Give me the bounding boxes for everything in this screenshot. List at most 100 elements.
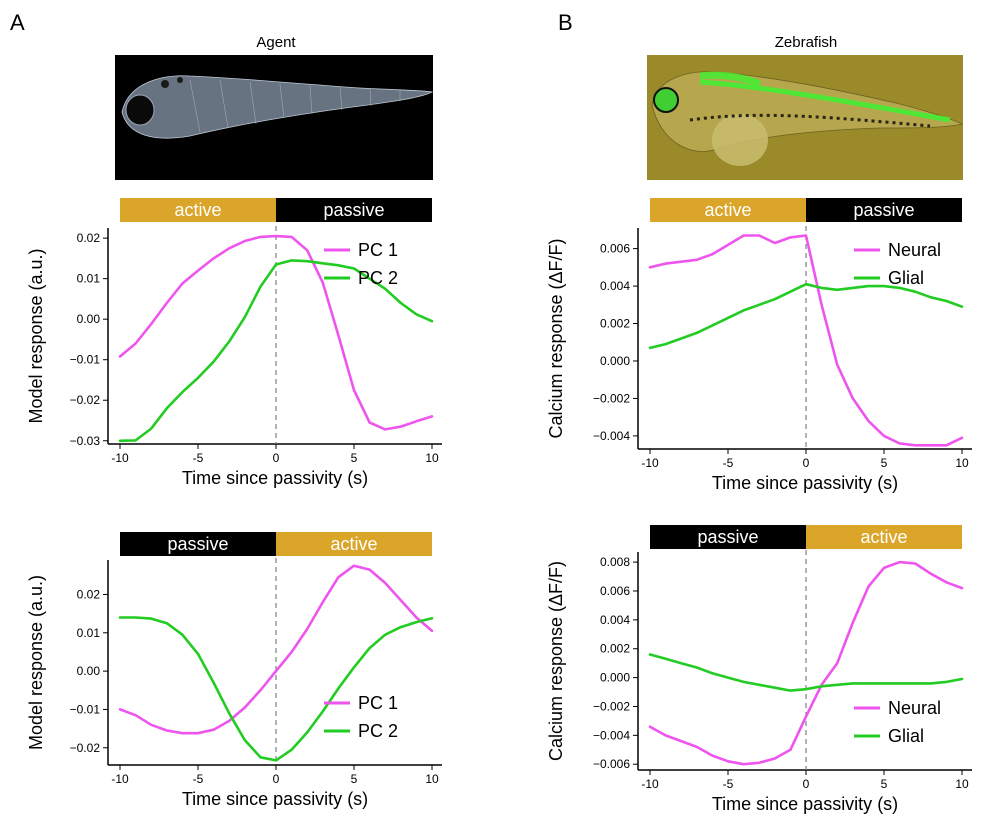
x-axis-label: Time since passivity (s) <box>182 468 368 488</box>
x-tick-label: 5 <box>351 451 358 465</box>
x-axis-label: Time since passivity (s) <box>712 794 898 814</box>
phase-label-active: active <box>174 200 221 220</box>
y-tick-label: 0.01 <box>77 626 101 640</box>
y-tick-label: 0.002 <box>600 317 630 331</box>
agent-larva-image <box>115 55 434 180</box>
x-tick-label: -10 <box>111 451 129 465</box>
legend-label: Glial <box>888 726 924 746</box>
x-tick-label: -5 <box>193 451 204 465</box>
phase-bar-passive <box>120 532 276 556</box>
agent-image-title: Agent <box>256 34 296 51</box>
x-tick-label: 5 <box>881 456 888 470</box>
y-tick-label: 0.008 <box>600 555 630 569</box>
legend-label: Neural <box>888 698 941 718</box>
legend-label: PC 2 <box>358 721 398 741</box>
phase-label-passive: passive <box>697 527 758 547</box>
y-tick-label: −0.02 <box>70 741 101 755</box>
y-tick-label: 0.004 <box>600 279 630 293</box>
y-tick-label: 0.004 <box>600 613 630 627</box>
phase-label-active: active <box>860 527 907 547</box>
y-tick-label: −0.02 <box>70 393 101 407</box>
x-tick-label: 10 <box>955 456 969 470</box>
x-tick-label: -5 <box>193 772 204 786</box>
panel-label-b: B <box>558 10 573 35</box>
agent-larva-pigment <box>161 80 169 88</box>
y-tick-label: 0.002 <box>600 642 630 656</box>
phase-label-active: active <box>330 534 377 554</box>
panel-label-a: A <box>10 10 25 35</box>
y-axis-label: Model response (a.u.) <box>26 248 46 423</box>
x-tick-label: -5 <box>723 777 734 791</box>
zebrafish-green-fluorescence <box>699 71 762 88</box>
x-tick-label: -10 <box>111 772 129 786</box>
phase-bar-active <box>120 198 276 222</box>
series-line-pc-1 <box>118 564 434 735</box>
y-tick-label: −0.004 <box>593 429 630 443</box>
legend-label: PC 2 <box>358 268 398 288</box>
zebrafish-green-fluorescence <box>699 79 951 123</box>
y-tick-label: 0.006 <box>600 584 630 598</box>
chart-agent-passive-to-active: passive active −0.02 −0.01 0.00 0.01 0.02 -10 -5… <box>26 532 442 809</box>
agent-larva-eye <box>125 94 155 126</box>
series-line-neural <box>648 560 964 766</box>
legend-label: PC 1 <box>358 240 398 260</box>
legend-label: Glial <box>888 268 924 288</box>
x-tick-label: 0 <box>273 451 280 465</box>
legend-label: Neural <box>888 240 941 260</box>
x-tick-label: 0 <box>803 456 810 470</box>
phase-bar-active <box>650 198 806 222</box>
chart-agent-active-to-passive: active passive −0.03 −0.02 −0.01 0.00 0.01 0.02… <box>26 198 442 488</box>
agent-larva-mesh <box>189 79 401 133</box>
series-line-glial <box>648 282 964 350</box>
y-tick-label: 0.01 <box>77 272 101 286</box>
x-tick-label: 10 <box>425 451 439 465</box>
y-tick-label: 0.02 <box>77 587 101 601</box>
phase-bar-passive <box>806 198 962 222</box>
x-axis-label: Time since passivity (s) <box>182 789 368 809</box>
phase-label-passive: passive <box>323 200 384 220</box>
phase-label-active: active <box>704 200 751 220</box>
series-line-pc-2 <box>118 259 434 443</box>
y-tick-label: 0.02 <box>77 231 101 245</box>
x-axis-label: Time since passivity (s) <box>712 473 898 493</box>
x-tick-label: 10 <box>425 772 439 786</box>
x-tick-label: 0 <box>803 777 810 791</box>
series-line-pc-1 <box>118 234 434 431</box>
y-tick-label: 0.000 <box>600 354 630 368</box>
y-tick-label: −0.03 <box>70 434 101 448</box>
series-line-glial <box>648 653 964 692</box>
y-tick-label: −0.01 <box>70 702 101 716</box>
legend-label: PC 1 <box>358 693 398 713</box>
zebrafish-eye <box>653 87 679 113</box>
y-tick-label: −0.006 <box>593 757 630 771</box>
phase-label-passive: passive <box>853 200 914 220</box>
phase-bar-passive <box>650 525 806 549</box>
x-tick-label: 10 <box>955 777 969 791</box>
series-line-pc-2 <box>118 616 434 762</box>
x-tick-label: 5 <box>351 772 358 786</box>
phase-label-passive: passive <box>167 534 228 554</box>
y-tick-label: 0.000 <box>600 671 630 685</box>
zebrafish-larva-image <box>647 55 964 180</box>
phase-bar-passive <box>276 198 432 222</box>
y-tick-label: −0.004 <box>593 728 630 742</box>
x-tick-label: -10 <box>641 456 659 470</box>
y-tick-label: −0.002 <box>593 391 630 405</box>
y-tick-label: −0.01 <box>70 353 101 367</box>
phase-bar-active <box>276 532 432 556</box>
phase-bar-active <box>806 525 962 549</box>
y-axis-label: Model response (a.u.) <box>26 575 46 750</box>
zebrafish-pigment <box>689 113 931 128</box>
x-tick-label: 0 <box>273 772 280 786</box>
y-axis-label: Calcium response (ΔF/F) <box>546 238 566 438</box>
x-tick-label: -10 <box>641 777 659 791</box>
agent-larva-pigment <box>177 77 183 83</box>
zebrafish-image-title: Zebrafish <box>775 34 838 51</box>
y-axis-label: Calcium response (ΔF/F) <box>546 561 566 761</box>
x-tick-label: -5 <box>723 456 734 470</box>
y-tick-label: 0.00 <box>77 664 101 678</box>
x-tick-label: 5 <box>881 777 888 791</box>
chart-zebrafish-active-to-passive: active passive −0.004 −0.002 0.000 0.002 0.004… <box>546 198 972 493</box>
agent-larva-body <box>121 75 434 139</box>
